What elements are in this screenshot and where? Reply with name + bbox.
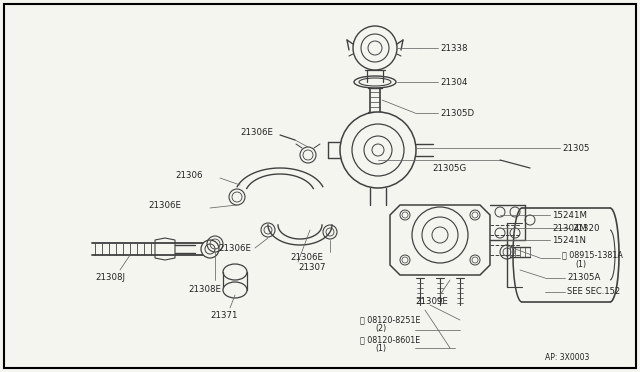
Text: 21306E: 21306E [240,128,273,137]
Circle shape [201,240,219,258]
Circle shape [353,26,397,70]
Polygon shape [390,205,490,275]
Text: 21306E: 21306E [290,253,323,263]
Text: 21304M: 21304M [552,224,587,232]
Text: Ⓑ 08120-8251E: Ⓑ 08120-8251E [360,315,420,324]
Ellipse shape [354,76,396,88]
Text: 21308E: 21308E [188,285,221,295]
Text: (1): (1) [375,344,386,353]
Text: 21305A: 21305A [567,273,600,282]
Text: 21306: 21306 [175,170,202,180]
Text: 21306E: 21306E [148,201,181,209]
Text: 21305D: 21305D [440,109,474,118]
Text: 15241M: 15241M [552,211,587,219]
Text: 21307: 21307 [298,263,326,273]
Text: 21371: 21371 [210,311,237,320]
Text: (1): (1) [575,260,586,269]
Text: 21320: 21320 [572,224,600,232]
Text: 21305G: 21305G [432,164,467,173]
Ellipse shape [223,282,247,298]
Text: (2): (2) [375,324,387,334]
Text: 21308J: 21308J [95,273,125,282]
Text: Ⓜ 08915-1381A: Ⓜ 08915-1381A [562,250,623,260]
Text: 21338: 21338 [440,44,467,52]
Circle shape [340,112,416,188]
Text: 21305: 21305 [562,144,589,153]
Text: 15241N: 15241N [552,235,586,244]
Text: AP: 3X0003: AP: 3X0003 [545,353,589,362]
Text: SEE SEC.152: SEE SEC.152 [567,288,620,296]
Text: 21309E: 21309E [415,298,448,307]
Text: 21304: 21304 [440,77,467,87]
Text: Ⓑ 08120-8601E: Ⓑ 08120-8601E [360,336,420,344]
Text: 21306E: 21306E [218,244,251,253]
Ellipse shape [223,264,247,280]
